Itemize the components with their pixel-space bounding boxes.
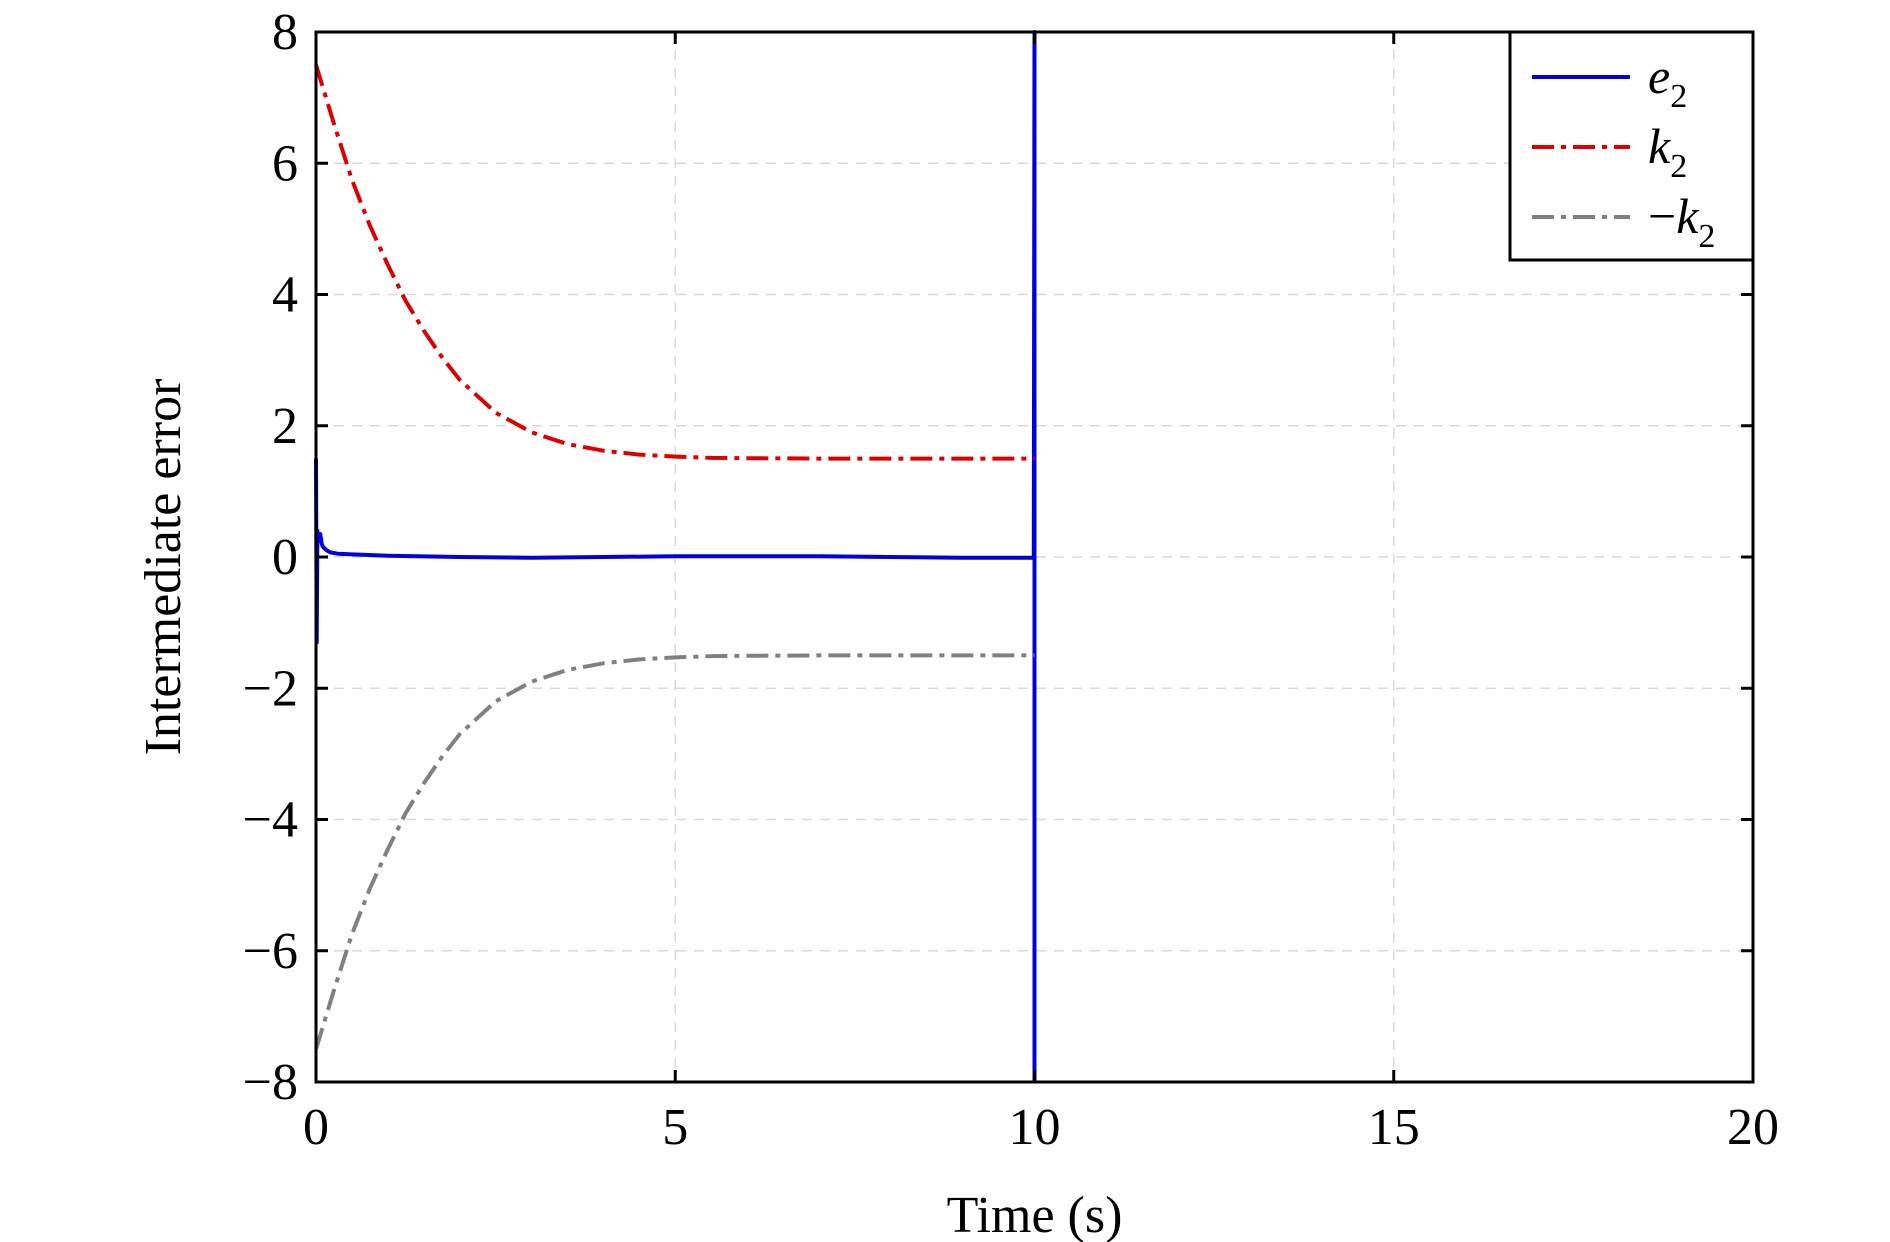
- legend-label-1: k2: [1648, 118, 1687, 185]
- y-axis-title: Intermediate error: [135, 379, 192, 756]
- legend-label-2: −k2: [1648, 188, 1715, 255]
- x-tick-label: 15: [1368, 1099, 1420, 1156]
- series-layer: [314, 30, 1037, 1082]
- x-tick-label: 0: [303, 1099, 329, 1156]
- y-tick-label: 6: [272, 135, 298, 192]
- x-tick-label: 10: [1009, 1099, 1061, 1156]
- series-line-2: [314, 653, 1035, 1050]
- series-line-0: [314, 30, 1037, 1082]
- y-tick-label: −6: [243, 923, 298, 980]
- x-tick-label: 5: [662, 1099, 688, 1156]
- legend-label-0: e2: [1648, 48, 1687, 115]
- y-tick-label: −2: [243, 660, 298, 717]
- ticks: 0 5 10 15 20 −8 −6 −4 −2 0 2 4 6 8: [243, 4, 1779, 1156]
- y-tick-label: −8: [243, 1054, 298, 1111]
- series-line-1: [314, 64, 1035, 461]
- y-tick-label: 2: [272, 398, 298, 455]
- y-tick-label: 8: [272, 4, 298, 61]
- y-tick-label: −4: [243, 792, 298, 849]
- y-tick-label: 4: [272, 267, 298, 324]
- x-axis-title: Time (s): [947, 1187, 1123, 1242]
- x-tick-label: 20: [1727, 1099, 1779, 1156]
- y-tick-label: 0: [272, 529, 298, 586]
